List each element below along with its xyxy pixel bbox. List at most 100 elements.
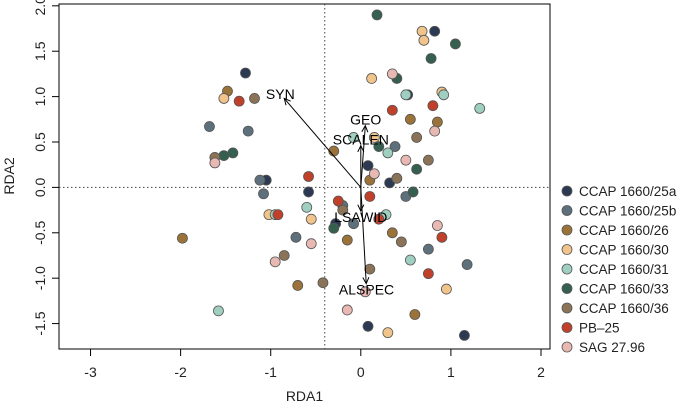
- data-point: [303, 186, 314, 198]
- data-point: [362, 320, 374, 332]
- data-point: [209, 157, 221, 169]
- data-point: [386, 68, 398, 80]
- data-point: [341, 304, 353, 316]
- vector-arrowhead: [361, 124, 369, 133]
- y-tick-label: 2.0: [32, 0, 48, 16]
- legend-label: CCAP 1660/30: [579, 243, 669, 258]
- data-point: [278, 250, 290, 261]
- legend-label: SAG 27.96: [579, 340, 645, 355]
- data-point: [429, 25, 441, 37]
- legend-label: CCAP 1660/25b: [579, 204, 676, 219]
- vector-arrowhead: [283, 97, 291, 106]
- data-point: [389, 141, 401, 152]
- x-tick-label: -1: [264, 364, 277, 380]
- y-axis: -1.5 -1.0 -0.5 0.0 0.5 1.0 1.5 2.0: [32, 0, 59, 336]
- y-tick-label: 0.0: [32, 177, 48, 197]
- data-point: [431, 220, 443, 231]
- data-point: [461, 259, 473, 270]
- data-point: [242, 125, 254, 137]
- vector-arrow: [283, 98, 362, 188]
- data-point: [240, 67, 251, 79]
- data-point: [400, 89, 412, 101]
- y-tick-label: 0.5: [32, 132, 48, 152]
- data-point: [474, 103, 486, 114]
- data-point: [395, 236, 407, 248]
- data-point: [371, 9, 383, 21]
- legend: CCAP 1660/25a CCAP 1660/25b CCAP 1660/26 CC…: [561, 184, 677, 355]
- y-tick-label: -1.0: [32, 266, 48, 290]
- data-point: [386, 104, 398, 116]
- data-point: [373, 213, 385, 225]
- data-point: [348, 218, 360, 230]
- x-axis: -3 -2 -1 0 1 2: [84, 349, 545, 380]
- y-tick-label: -1.5: [32, 311, 48, 335]
- data-point: [292, 280, 304, 291]
- environmental-vectors: SYN GEO SCALEN LSAWID ALSPEC: [266, 86, 394, 298]
- data-point: [368, 168, 380, 180]
- data-point: [429, 125, 441, 137]
- data-point: [459, 329, 470, 341]
- data-point: [440, 283, 452, 295]
- data-point: [427, 100, 439, 112]
- data-point: [359, 286, 371, 298]
- data-point: [418, 34, 430, 46]
- y-tick-label: 1.0: [32, 87, 48, 107]
- data-point: [422, 154, 434, 166]
- x-axis-title: RDA1: [286, 388, 324, 404]
- legend-marker: [561, 322, 573, 333]
- legend-marker: [561, 185, 573, 197]
- legend-label: CCAP 1660/25a: [579, 184, 677, 199]
- legend-label: CCAP 1660/26: [579, 223, 669, 238]
- data-point: [404, 113, 416, 125]
- data-point: [227, 147, 239, 159]
- data-point: [341, 234, 353, 246]
- data-point: [249, 93, 260, 104]
- data-point: [382, 147, 394, 159]
- x-tick-label: 2: [537, 364, 545, 380]
- x-tick-label: -3: [84, 364, 97, 380]
- data-point: [436, 231, 448, 243]
- data-point: [364, 191, 376, 202]
- data-point: [362, 160, 374, 172]
- legend-marker: [561, 263, 573, 275]
- data-point: [422, 268, 434, 280]
- vector-label: GEO: [350, 112, 381, 128]
- data-point: [290, 231, 302, 243]
- vector-arrowhead: [357, 204, 365, 213]
- x-tick-label: -2: [174, 364, 187, 380]
- data-point: [425, 53, 437, 64]
- legend-marker: [561, 283, 573, 294]
- data-points: [177, 9, 486, 341]
- legend-marker: [561, 302, 573, 314]
- data-point: [422, 243, 434, 255]
- data-point: [233, 95, 245, 107]
- data-point: [366, 73, 378, 84]
- data-point: [258, 188, 269, 200]
- vector-arrowhead: [362, 276, 370, 285]
- vector-label: SCALEN: [333, 132, 389, 148]
- x-tick-label: 1: [447, 364, 455, 380]
- data-point: [391, 172, 403, 184]
- data-point: [303, 171, 314, 182]
- vector-label: LSAWID: [334, 209, 387, 225]
- data-point: [409, 309, 421, 320]
- data-point: [218, 93, 230, 104]
- legend-marker: [561, 341, 573, 353]
- data-point: [400, 154, 412, 166]
- data-point: [364, 263, 376, 275]
- data-point: [386, 227, 398, 239]
- data-point: [328, 222, 340, 234]
- data-point: [416, 25, 428, 37]
- data-point: [213, 305, 224, 317]
- vector-arrow: [360, 187, 367, 284]
- data-point: [204, 121, 215, 132]
- y-tick-label: -0.5: [32, 221, 48, 245]
- y-tick-label: 1.5: [32, 41, 48, 61]
- vector-arrow: [360, 125, 366, 188]
- data-point: [404, 254, 416, 266]
- data-point: [305, 238, 317, 250]
- legend-label: PB–25: [579, 321, 620, 336]
- data-point: [431, 116, 443, 128]
- data-point: [272, 209, 284, 221]
